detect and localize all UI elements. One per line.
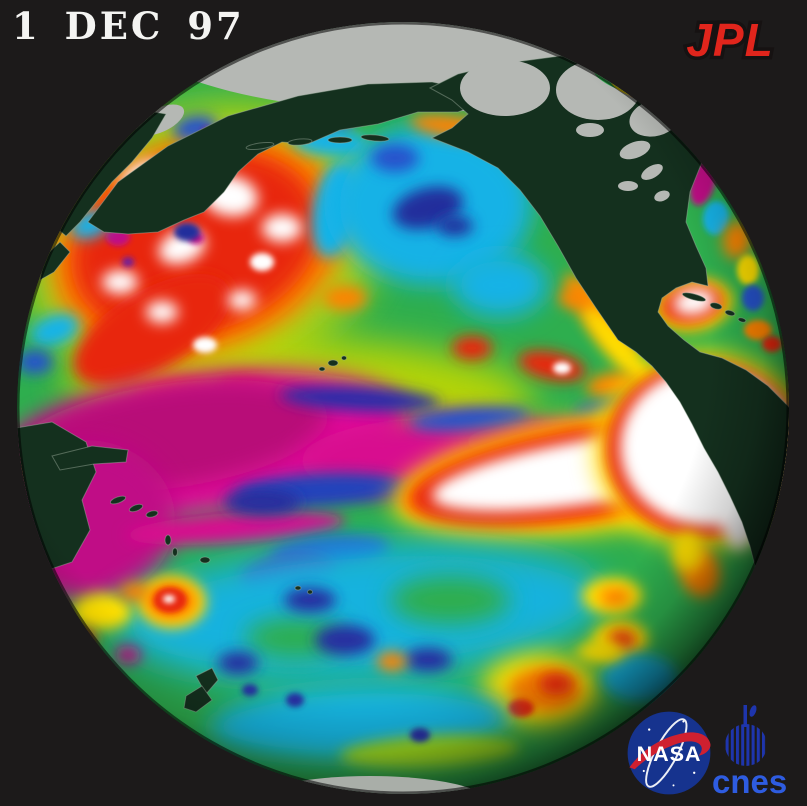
cnes-striped-ball	[725, 724, 767, 766]
nasa-logo-text: NASA	[637, 741, 702, 766]
cnes-teardrop	[749, 705, 757, 717]
nasa-meatball-circle	[627, 711, 711, 795]
date-label: 1 DEC 97	[12, 4, 245, 48]
nasa-stars	[642, 720, 696, 787]
jpl-logo-text: JPL	[686, 14, 773, 66]
cnes-stem	[743, 705, 747, 727]
globe-limb-shading	[17, 22, 789, 794]
nasa-logo-icon: NASA	[627, 711, 711, 795]
nasa-swoosh	[629, 732, 711, 770]
jpl-logo: JPL	[683, 11, 776, 70]
cnes-logo-icon: cnes	[712, 705, 787, 800]
cnes-logo-text: cnes	[712, 763, 787, 800]
land-layer	[17, 22, 789, 794]
